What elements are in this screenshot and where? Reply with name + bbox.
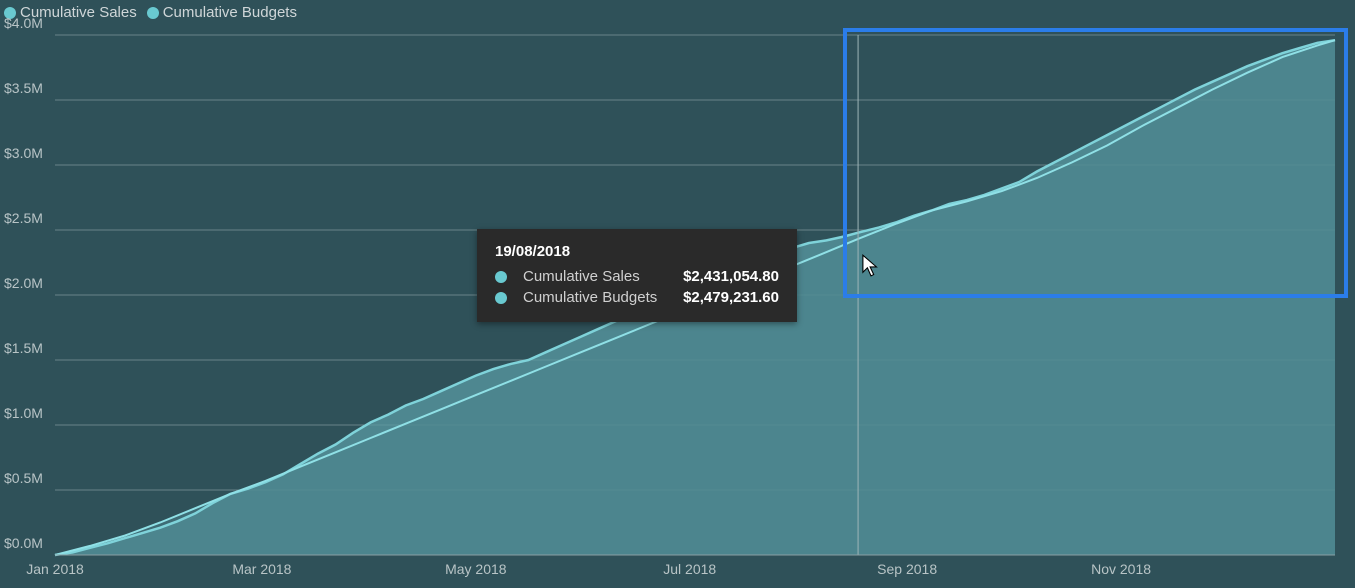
tooltip-label: Cumulative Sales bbox=[517, 268, 673, 285]
tooltip-row-budgets: Cumulative Budgets $2,479,231.60 bbox=[495, 289, 779, 306]
x-axis-tick-label: Jul 2018 bbox=[663, 561, 716, 577]
x-axis-tick-label: May 2018 bbox=[445, 561, 506, 577]
x-axis-tick-label: Sep 2018 bbox=[877, 561, 937, 577]
y-axis-tick-label: $1.5M bbox=[4, 340, 43, 356]
tooltip-row-sales: Cumulative Sales $2,431,054.80 bbox=[495, 268, 779, 285]
x-axis-tick-label: Jan 2018 bbox=[26, 561, 84, 577]
x-axis-tick-label: Nov 2018 bbox=[1091, 561, 1151, 577]
y-axis-tick-label: $3.5M bbox=[4, 80, 43, 96]
tooltip-label: Cumulative Budgets bbox=[517, 289, 673, 306]
tooltip-value: $2,431,054.80 bbox=[683, 268, 779, 285]
y-axis-tick-label: $2.0M bbox=[4, 275, 43, 291]
x-axis-tick-label: Mar 2018 bbox=[232, 561, 291, 577]
y-axis-tick-label: $4.0M bbox=[4, 15, 43, 31]
y-axis-tick-label: $2.5M bbox=[4, 210, 43, 226]
chart-container: Cumulative Sales Cumulative Budgets $0.0… bbox=[0, 0, 1355, 588]
tooltip-value: $2,479,231.60 bbox=[683, 289, 779, 306]
y-axis-tick-label: $0.0M bbox=[4, 535, 43, 551]
tooltip-date: 19/08/2018 bbox=[495, 243, 779, 260]
tooltip-dot-icon bbox=[495, 271, 507, 283]
hover-tooltip: 19/08/2018 Cumulative Sales $2,431,054.8… bbox=[477, 229, 797, 322]
y-axis-tick-label: $0.5M bbox=[4, 470, 43, 486]
tooltip-dot-icon bbox=[495, 292, 507, 304]
y-axis-tick-label: $3.0M bbox=[4, 145, 43, 161]
y-axis-tick-label: $1.0M bbox=[4, 405, 43, 421]
